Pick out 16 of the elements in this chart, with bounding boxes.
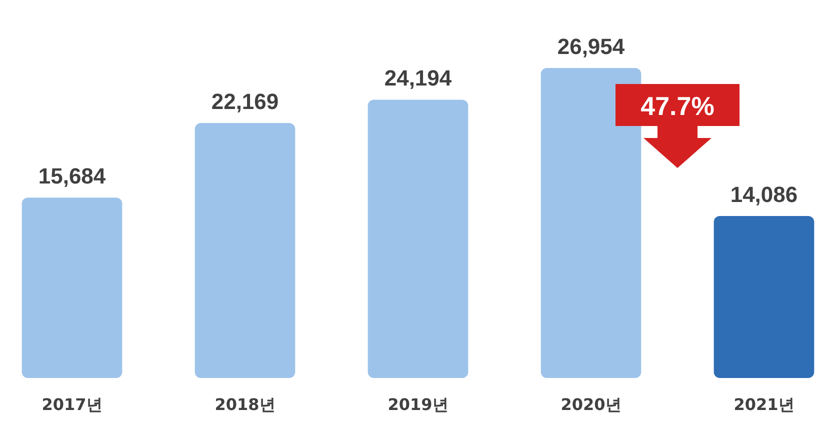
bar	[368, 100, 468, 378]
data-label: 26,954	[557, 34, 626, 59]
x-tick-label: 2019년	[388, 395, 448, 414]
x-tick-label: 2021년	[734, 395, 794, 414]
annotation: 47.7%	[640, 90, 714, 121]
data-label: 22,169	[211, 89, 279, 114]
bar	[22, 198, 122, 378]
data-label: 14,086	[730, 182, 798, 207]
data-label: 24,194	[384, 66, 452, 91]
bar	[194, 123, 296, 378]
x-tick-label: 2018년	[214, 395, 276, 414]
data-label: 15,684	[38, 164, 106, 189]
x-tick-label: 2017년	[42, 395, 102, 414]
bar	[714, 216, 814, 378]
bar	[540, 68, 642, 378]
x-tick-label: 2020년	[560, 395, 622, 414]
